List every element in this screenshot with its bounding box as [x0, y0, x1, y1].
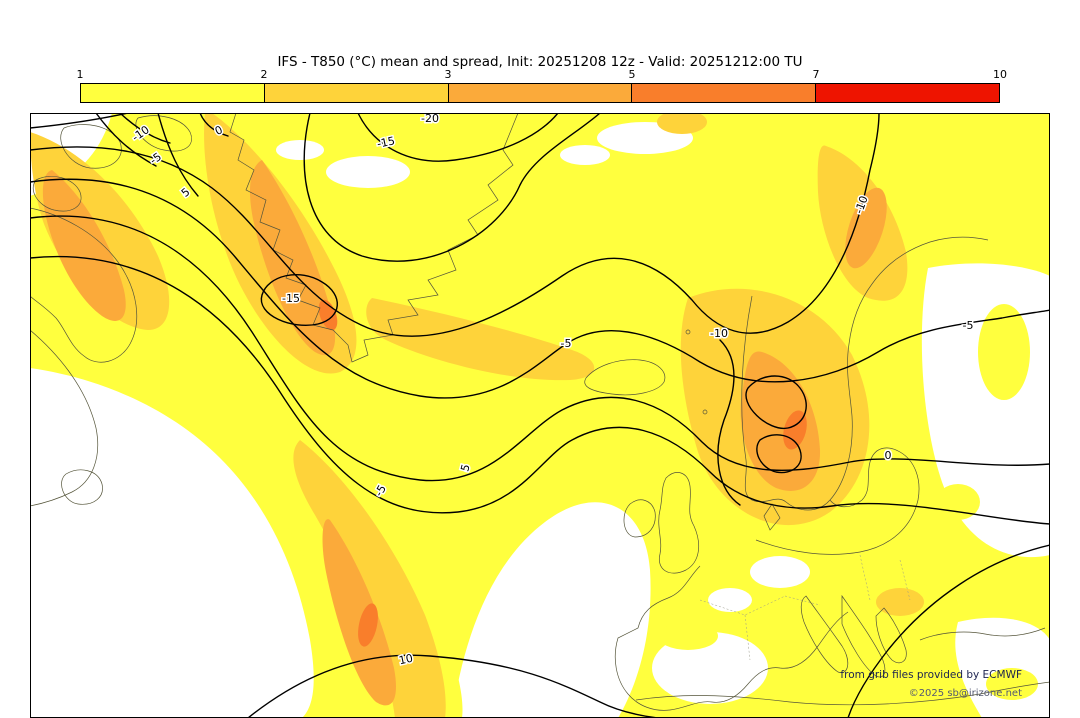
contour-plus10	[248, 654, 656, 717]
colorbar-segment	[264, 84, 449, 102]
contour-label: 10	[398, 652, 414, 668]
colorbar-tick-label: 5	[628, 68, 636, 81]
colorbar-segment	[816, 84, 999, 102]
coast-arctic-islands	[32, 115, 192, 212]
colorbar-ticks: 1 2 3 5 7 10	[76, 68, 1008, 83]
contour-corner-d	[199, 113, 229, 137]
contour-label: -5	[963, 319, 974, 332]
contour-minus20	[357, 113, 559, 162]
colorbar-tick-label: 3	[444, 68, 452, 81]
coast-italy	[800, 595, 849, 674]
country-borders	[699, 554, 911, 661]
contour-label: -5	[561, 337, 572, 350]
contour-corner-b	[95, 113, 157, 167]
contour-label: -15	[376, 134, 396, 150]
contour-plus5	[30, 256, 1050, 525]
coastlines	[30, 113, 1050, 711]
contour-label: -20	[421, 112, 439, 125]
contour-label: 0	[885, 449, 892, 462]
colorbar-bar	[80, 83, 1000, 103]
coast-labrador	[30, 207, 138, 507]
contour-label: -10	[710, 327, 728, 340]
coast-iceland	[584, 359, 666, 396]
contour-minus15-low	[260, 274, 338, 326]
colorbar: 1 2 3 5 7 10	[76, 68, 1008, 108]
coast-west-europe	[614, 565, 849, 711]
contour-norway-loop-a	[745, 375, 807, 429]
colorbar-segment	[81, 84, 265, 102]
contour-corner-e	[157, 113, 199, 197]
page-title: IFS - T850 (°C) mean and spread, Init: 2…	[277, 54, 803, 70]
coast-balkans	[841, 594, 907, 678]
coast-turkey	[919, 627, 1046, 641]
contour-norway-loop-b	[756, 434, 802, 474]
contour-minus10	[30, 113, 880, 337]
spread-high-regions	[42, 160, 887, 706]
attribution-copyright: ©2025 sb@irizone.net	[909, 688, 1022, 699]
coast-north-africa	[635, 681, 1050, 706]
colorbar-tick-label: 2	[260, 68, 268, 81]
mean-contours	[30, 113, 1050, 717]
contour-label: -15	[282, 292, 300, 305]
contour-minus5	[30, 178, 1050, 399]
contour-se-europe	[847, 544, 1050, 717]
coast-baltic	[755, 447, 920, 555]
colorbar-tick-label: 7	[812, 68, 820, 81]
coast-scandinavia	[741, 236, 989, 511]
colorbar-tick-label: 10	[993, 68, 1007, 81]
colorbar-tick-label: 1	[76, 68, 84, 81]
contour-zero	[30, 215, 1050, 482]
coast-greenland	[229, 113, 519, 363]
colorbar-segment	[632, 84, 817, 102]
contour-corner-c	[119, 113, 171, 144]
contour-norway-wiggle	[717, 339, 741, 506]
coast-british-isles	[623, 472, 700, 574]
attribution-source: from grib files provided by ECMWF	[840, 669, 1022, 681]
colorbar-segment	[448, 84, 633, 102]
contour-minus15	[303, 113, 601, 262]
